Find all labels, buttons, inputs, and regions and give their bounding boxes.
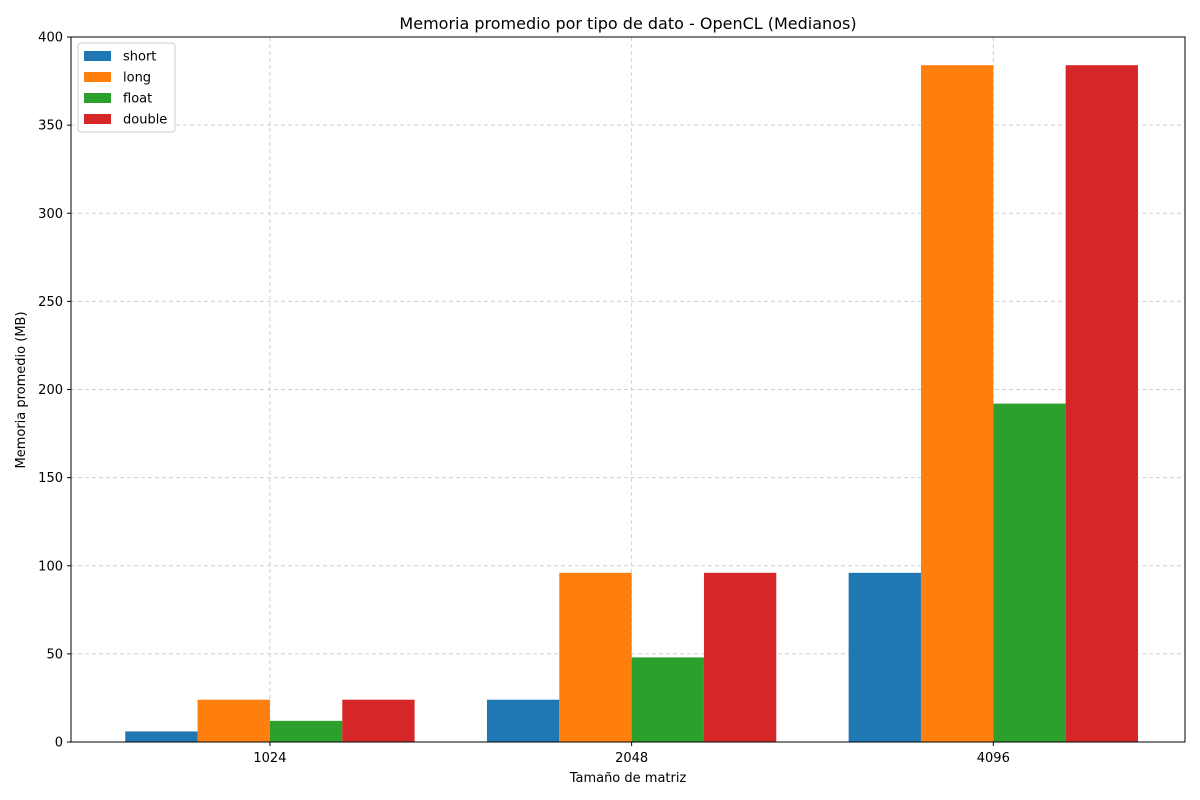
y-tick-label: 200 bbox=[38, 383, 63, 398]
y-tick-label: 150 bbox=[38, 471, 63, 486]
legend-swatch-long bbox=[84, 72, 111, 82]
y-tick-label: 250 bbox=[38, 295, 63, 310]
y-tick-label: 400 bbox=[38, 31, 63, 46]
y-tick-label: 300 bbox=[38, 207, 63, 222]
x-axis-label: Tamaño de matriz bbox=[569, 771, 687, 786]
legend-swatch-short bbox=[84, 51, 111, 61]
legend-box bbox=[77, 42, 176, 133]
bar-double-1024 bbox=[342, 699, 415, 742]
tick-layer: 0 50 100 150 200 250 300 350 400 1024 2048 4096 bbox=[38, 31, 1010, 767]
y-tick-label: 0 bbox=[55, 736, 63, 751]
bar-long-2048 bbox=[559, 572, 632, 742]
bar-float-4096 bbox=[993, 403, 1066, 742]
bar-short-1024 bbox=[125, 731, 198, 742]
bar-short-4096 bbox=[848, 572, 921, 742]
y-axis-label: Memoria promedio (MB) bbox=[14, 311, 29, 468]
bar-layer bbox=[125, 65, 1138, 742]
x-tick-label: 4096 bbox=[977, 751, 1010, 766]
bar-short-2048 bbox=[486, 699, 560, 742]
bar-float-1024 bbox=[269, 720, 343, 742]
legend-swatch-double bbox=[84, 114, 111, 124]
y-tick-label: 50 bbox=[46, 647, 63, 662]
x-tick-label: 1024 bbox=[253, 751, 286, 766]
legend-label-long: long bbox=[123, 71, 151, 86]
legend-swatch-float bbox=[84, 93, 111, 103]
y-tick-label: 350 bbox=[38, 119, 63, 134]
y-tick-label: 100 bbox=[38, 559, 63, 574]
legend: short long float double bbox=[77, 42, 176, 133]
bar-long-1024 bbox=[197, 699, 270, 742]
bar-float-2048 bbox=[631, 657, 704, 742]
legend-label-short: short bbox=[123, 50, 156, 65]
legend-label-double: double bbox=[123, 113, 167, 128]
bar-long-4096 bbox=[920, 65, 994, 742]
bar-double-4096 bbox=[1065, 65, 1138, 742]
chart-title: Memoria promedio por tipo de dato - Open… bbox=[399, 14, 856, 33]
legend-label-float: float bbox=[123, 92, 152, 107]
x-tick-label: 2048 bbox=[615, 751, 648, 766]
bar-double-2048 bbox=[703, 572, 777, 742]
